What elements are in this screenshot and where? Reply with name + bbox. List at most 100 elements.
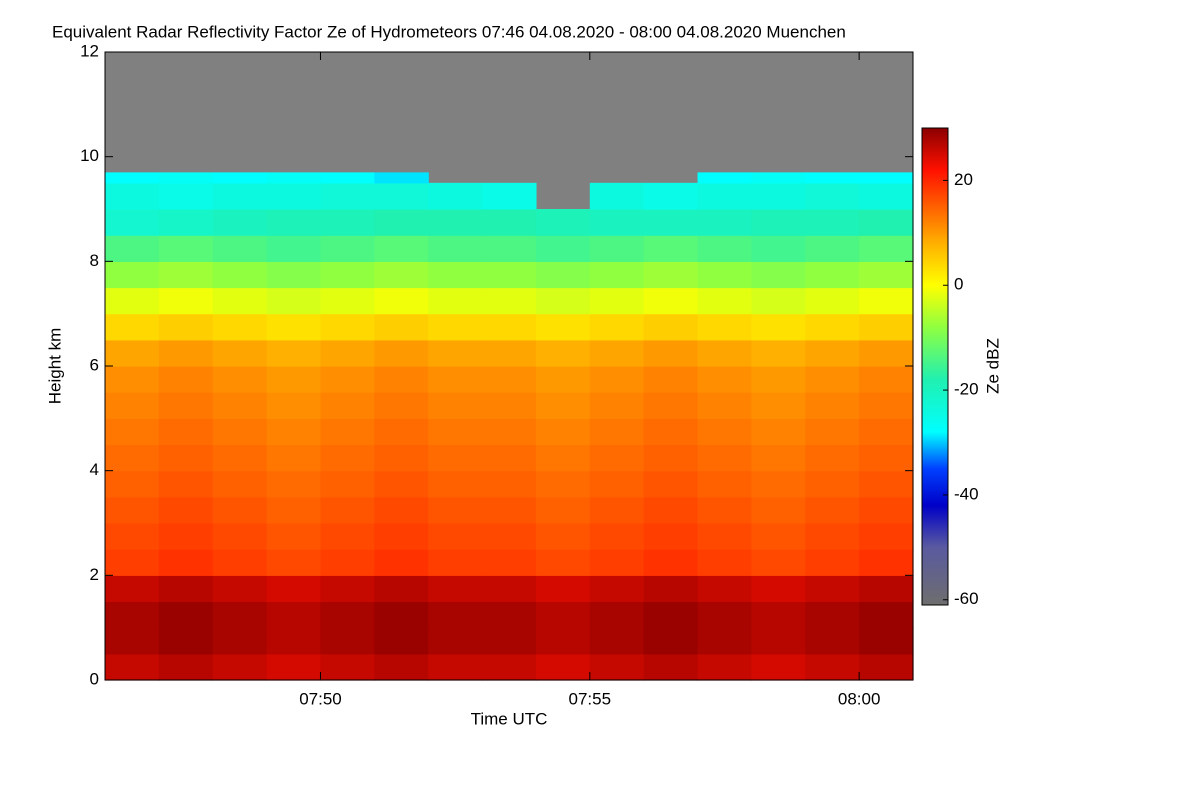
heatmap-cell	[105, 182, 160, 210]
heatmap-cell	[859, 209, 914, 236]
x-tick-label: 07:50	[299, 689, 342, 708]
heatmap-cell	[428, 627, 483, 655]
heatmap-cell	[482, 235, 537, 262]
heatmap-cell	[374, 601, 429, 629]
heatmap-cell	[482, 470, 537, 498]
heatmap-cell	[158, 523, 214, 550]
heatmap-cell	[266, 313, 322, 341]
heatmap-cell	[428, 653, 483, 681]
heatmap-cell	[697, 261, 752, 289]
heatmap-cell	[535, 261, 591, 289]
heatmap-cell	[535, 209, 591, 236]
heatmap-cell	[589, 549, 645, 576]
heatmap-cell	[697, 182, 752, 210]
heatmap-cell	[697, 601, 752, 629]
heatmap-cell	[697, 366, 752, 393]
heatmap-cell	[482, 209, 537, 236]
heatmap-cell	[158, 235, 214, 262]
heatmap-cell	[105, 470, 160, 498]
heatmap-cell	[535, 444, 591, 472]
heatmap-cell	[320, 601, 375, 629]
heatmap-cell	[643, 209, 699, 236]
heatmap-cell	[105, 313, 160, 341]
heatmap-cell	[482, 601, 537, 629]
heatmap-cell	[212, 172, 268, 184]
heatmap-cell	[697, 549, 752, 576]
heatmap-cell	[589, 261, 645, 289]
heatmap-cell	[805, 261, 860, 289]
heatmap-cell	[320, 366, 375, 393]
y-tick-label: 6	[90, 355, 99, 374]
heatmap-cell	[158, 418, 214, 446]
heatmap-cell	[859, 366, 914, 393]
heatmap-cell	[589, 496, 645, 524]
heatmap-cell	[105, 418, 160, 446]
heatmap-cell	[482, 313, 537, 341]
heatmap-cell	[859, 496, 914, 524]
heatmap-cell	[697, 287, 752, 315]
heatmap-cell	[589, 235, 645, 262]
heatmap-cell	[374, 339, 429, 367]
heatmap-cell	[697, 209, 752, 236]
heatmap-cell	[805, 627, 860, 655]
heatmap-cell	[805, 313, 860, 341]
heatmap-cell	[482, 366, 537, 393]
heatmap-cell	[374, 287, 429, 315]
heatmap-cell	[805, 601, 860, 629]
heatmap-cell	[320, 496, 375, 524]
heatmap-cell	[643, 261, 699, 289]
heatmap-cell	[212, 496, 268, 524]
heatmap-cell	[105, 261, 160, 289]
heatmap-cell	[751, 182, 806, 210]
heatmap-cell	[428, 418, 483, 446]
colorbar-tick-label: -60	[954, 589, 979, 608]
heatmap-cell	[535, 366, 591, 393]
heatmap-cell	[105, 601, 160, 629]
heatmap-cell	[482, 392, 537, 419]
heatmap-cell	[320, 653, 375, 681]
heatmap-cell	[212, 601, 268, 629]
heatmap-cell	[212, 182, 268, 210]
heatmap-cell	[266, 523, 322, 550]
heatmap-cell	[751, 287, 806, 315]
heatmap-cell	[428, 235, 483, 262]
heatmap-cell	[535, 313, 591, 341]
heatmap-cell	[266, 339, 322, 367]
heatmap-cell	[428, 392, 483, 419]
heatmap-cell	[105, 496, 160, 524]
heatmap-cell	[859, 172, 914, 184]
heatmap-cell	[589, 392, 645, 419]
heatmap-cell	[697, 523, 752, 550]
heatmap-cell	[158, 392, 214, 419]
heatmap-cell	[158, 366, 214, 393]
heatmap-cell	[266, 366, 322, 393]
heatmap-cell	[805, 235, 860, 262]
heatmap-cell	[428, 261, 483, 289]
heatmap-cell	[266, 601, 322, 629]
heatmap-cell	[482, 575, 537, 603]
heatmap-cell	[374, 366, 429, 393]
heatmap-cell	[805, 470, 860, 498]
heatmap-cell	[320, 444, 375, 472]
heatmap-cell	[859, 339, 914, 367]
heatmap-cell	[643, 235, 699, 262]
heatmap-cell	[805, 549, 860, 576]
heatmap-cell	[212, 470, 268, 498]
heatmap-cell	[535, 470, 591, 498]
heatmap-cell	[643, 601, 699, 629]
heatmap-cell	[805, 444, 860, 472]
heatmap-cell	[643, 392, 699, 419]
heatmap-cell	[158, 653, 214, 681]
heatmap-cell	[266, 549, 322, 576]
heatmap-cell	[697, 313, 752, 341]
heatmap-cell	[751, 523, 806, 550]
heatmap-cell	[266, 172, 322, 184]
heatmap-cell	[859, 444, 914, 472]
heatmap-cell	[859, 549, 914, 576]
heatmap-cell	[212, 287, 268, 315]
heatmap-cell	[643, 470, 699, 498]
heatmap-cell	[859, 575, 914, 603]
heatmap-cell	[805, 523, 860, 550]
heatmap-cell	[589, 339, 645, 367]
